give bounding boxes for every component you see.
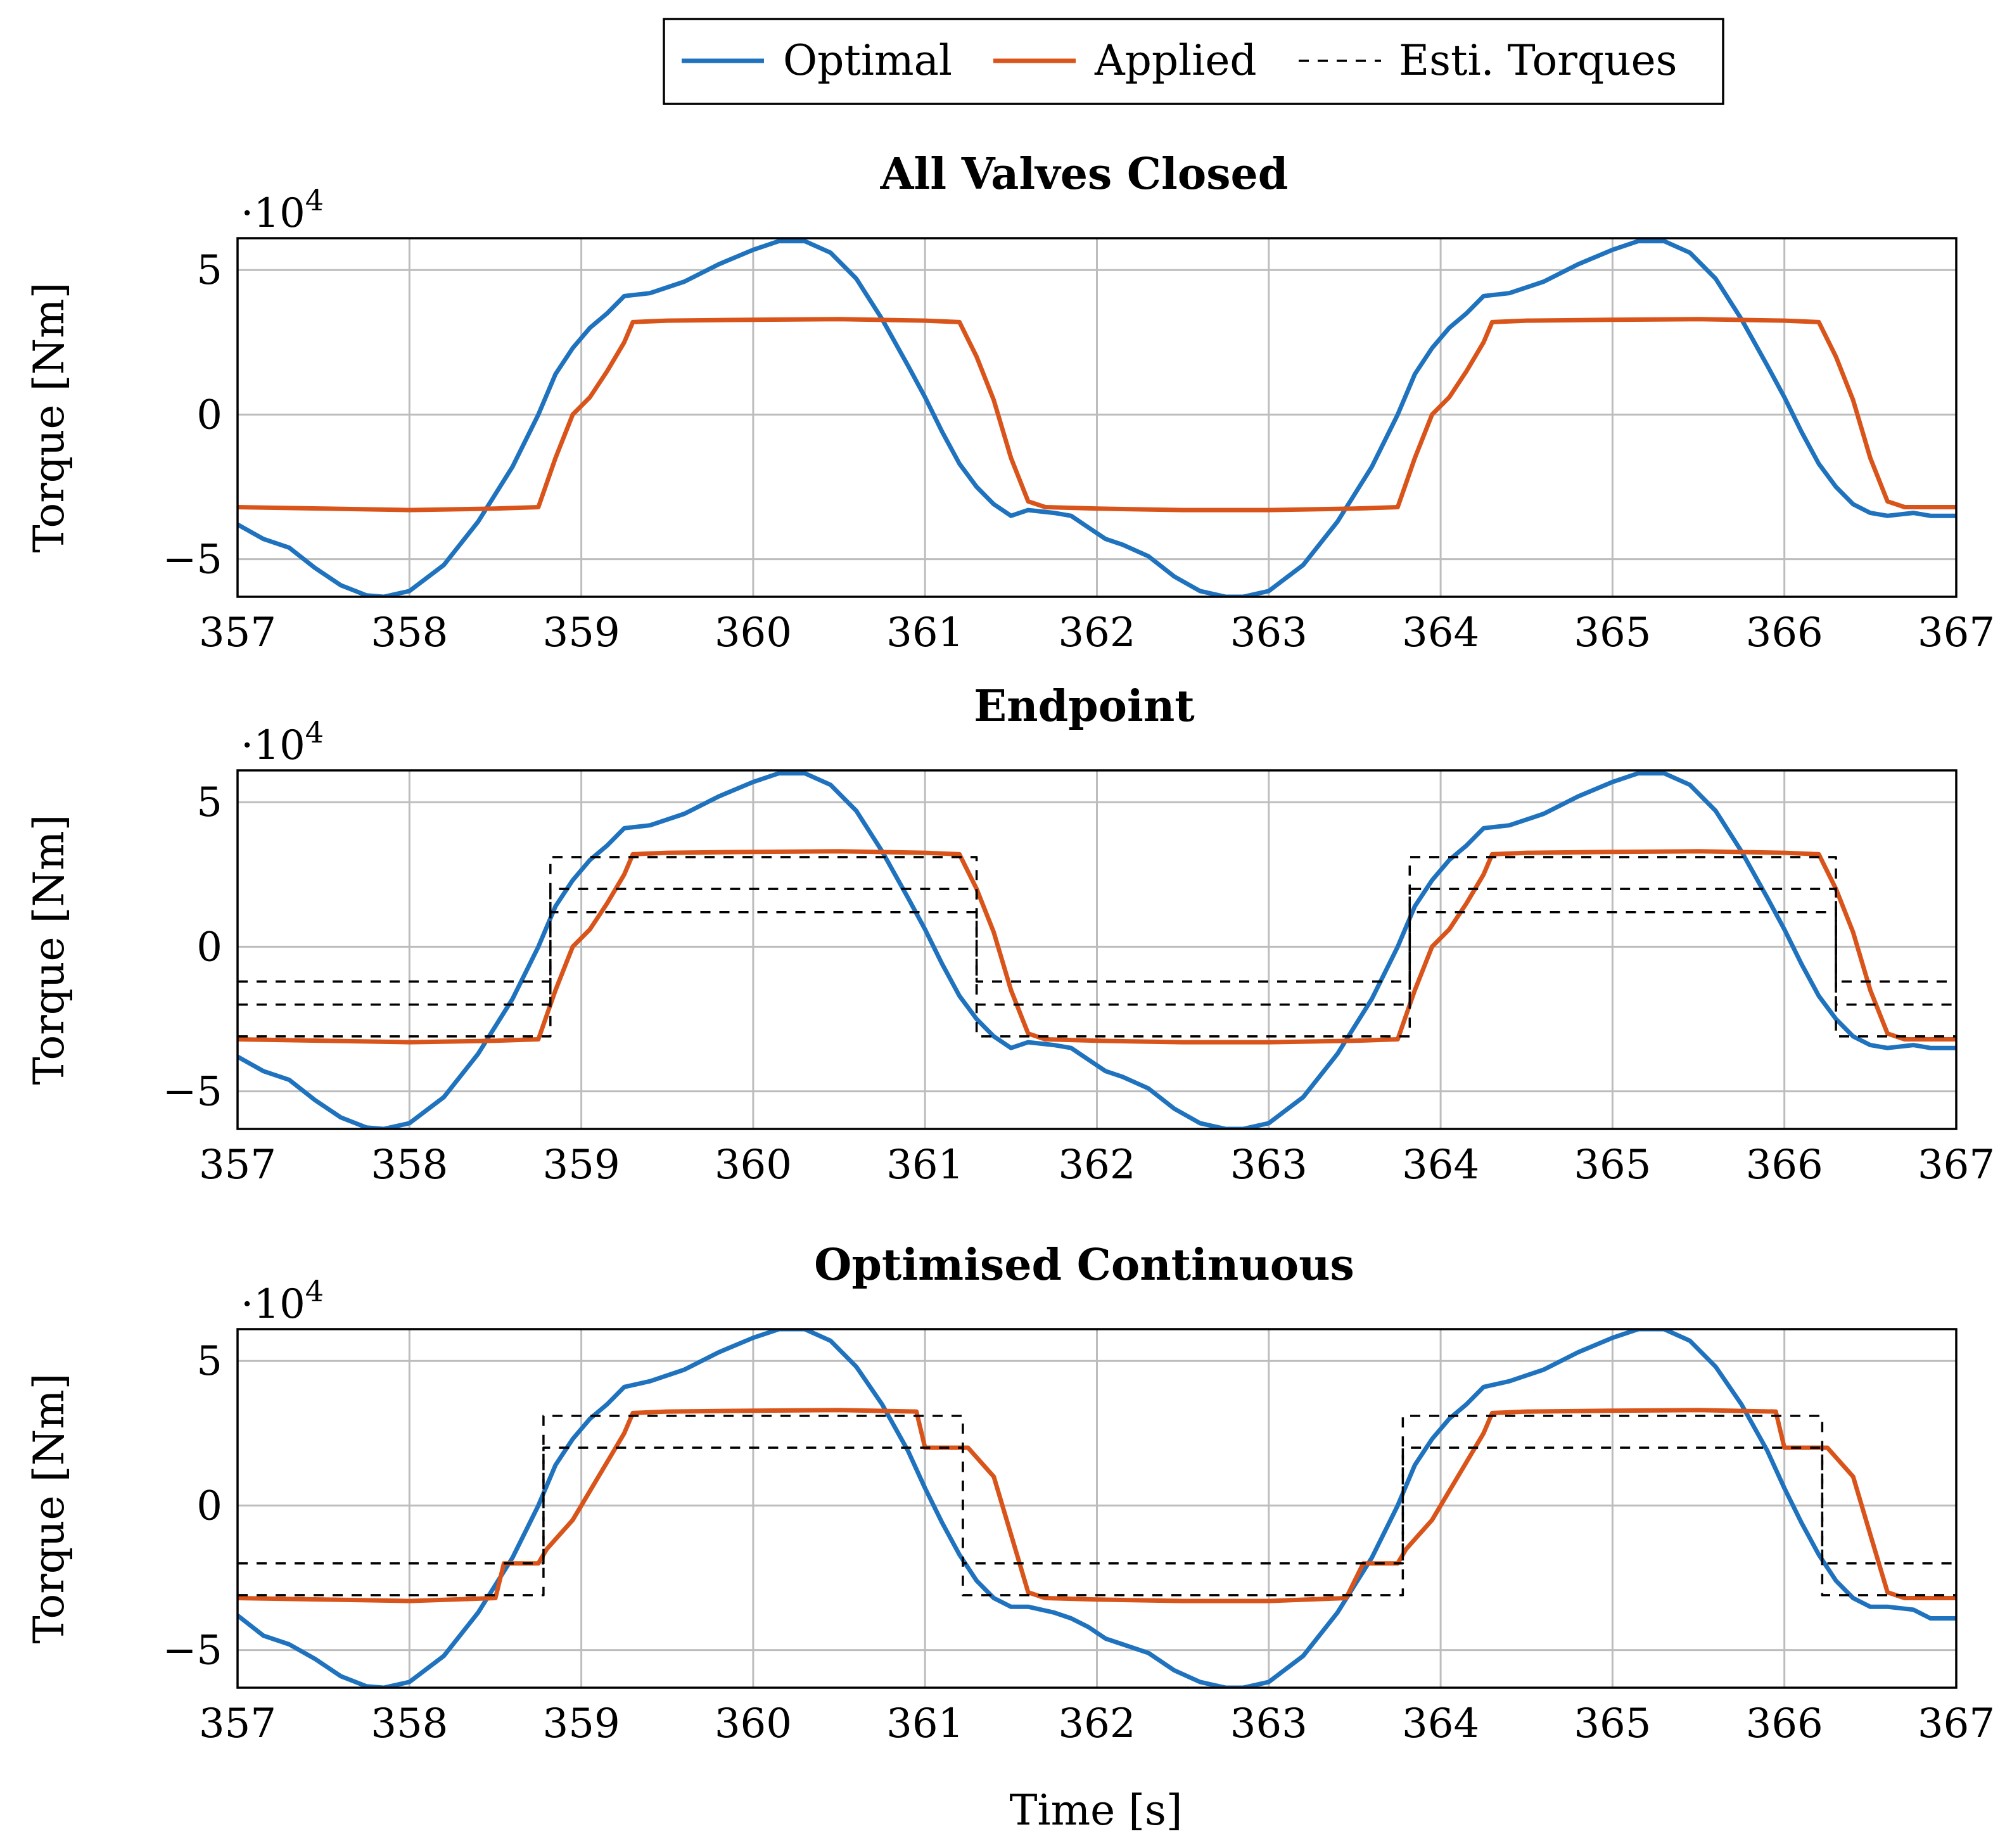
p3-series-optimal bbox=[238, 1329, 1956, 1688]
p1-xtick-365: 365 bbox=[1574, 609, 1651, 656]
p3-xtick-357: 357 bbox=[199, 1700, 276, 1747]
p2-y-multiplier-exp: 4 bbox=[305, 715, 324, 749]
p2-ytick-5: 5 bbox=[196, 779, 222, 826]
panel-endpoint: Endpoint 357 358 359 360 361 362 363 364 365 366 36… bbox=[25, 681, 1995, 1188]
p2-xtick-358: 358 bbox=[371, 1142, 448, 1188]
p1-frame bbox=[236, 237, 1958, 598]
p2-xtick-357: 357 bbox=[199, 1142, 276, 1188]
p2-y-axis-label: Torque [Nm] bbox=[25, 815, 73, 1085]
p3-xtick-363: 363 bbox=[1230, 1700, 1308, 1747]
p1-xtick-364: 364 bbox=[1402, 609, 1479, 656]
p2-xtick-367: 367 bbox=[1918, 1142, 1995, 1188]
p2-xtick-361: 361 bbox=[886, 1142, 964, 1188]
legend-label-esti-torques: Esti. Torques bbox=[1399, 36, 1678, 85]
p1-xtick-357: 357 bbox=[199, 609, 276, 656]
p1-y-multiplier: ·104 bbox=[241, 183, 324, 237]
p1-xtick-366: 366 bbox=[1746, 609, 1823, 656]
p2-xtick-360: 360 bbox=[715, 1142, 792, 1188]
p1-xtick-359: 359 bbox=[543, 609, 620, 656]
p1-y-multiplier-base: ·10 bbox=[241, 190, 305, 237]
p2-series-optimal bbox=[238, 771, 1956, 1129]
p2-xtick-364: 364 bbox=[1402, 1142, 1479, 1188]
p3-xtick-358: 358 bbox=[371, 1700, 448, 1747]
p2-y-multiplier: ·104 bbox=[241, 715, 324, 769]
p1-xtick-358: 358 bbox=[371, 609, 448, 656]
p3-xtick-367: 367 bbox=[1918, 1700, 1995, 1747]
p3-xtick-359: 359 bbox=[543, 1700, 620, 1747]
legend-label-optimal: Optimal bbox=[783, 36, 952, 85]
p3-xtick-361: 361 bbox=[886, 1700, 964, 1747]
p3-y-multiplier-exp: 4 bbox=[305, 1274, 324, 1308]
p1-series-group bbox=[238, 239, 1956, 597]
panel-optimised-continuous: Optimised Continuous 357 358 359 360 361 362 36… bbox=[25, 1240, 1995, 1747]
p3-ytick-0: 0 bbox=[196, 1482, 222, 1529]
p1-xtick-360: 360 bbox=[715, 609, 792, 656]
p3-series-group bbox=[238, 1329, 1956, 1688]
p2-frame bbox=[236, 769, 1958, 1130]
panel-all-valves-closed: All Valves Closed 357 358 359 360 361 362 363 36… bbox=[25, 149, 1995, 656]
p1-y-axis-label: Torque [Nm] bbox=[25, 283, 73, 553]
p2-xtick-362: 362 bbox=[1058, 1142, 1135, 1188]
p1-series-applied bbox=[238, 317, 1956, 513]
p3-ytick--5: −5 bbox=[163, 1628, 222, 1674]
p2-ytick-0: 0 bbox=[196, 924, 222, 971]
legend-label-applied: Applied bbox=[1094, 36, 1257, 85]
p2-xtick-363: 363 bbox=[1230, 1142, 1308, 1188]
p2-xtick-359: 359 bbox=[543, 1142, 620, 1188]
p3-series-esti-torques-level-1 bbox=[238, 1415, 1956, 1596]
p1-xtick-362: 362 bbox=[1058, 609, 1135, 656]
p1-ytick-0: 0 bbox=[196, 392, 222, 438]
p1-title: All Valves Closed bbox=[880, 149, 1289, 200]
p3-ytick-5: 5 bbox=[196, 1338, 222, 1385]
p3-xtick-366: 366 bbox=[1746, 1700, 1823, 1747]
legend-box bbox=[663, 18, 1724, 105]
x-axis-label: Time [s] bbox=[1009, 1786, 1182, 1835]
p2-series-group bbox=[238, 771, 1956, 1129]
p3-y-axis-label: Torque [Nm] bbox=[25, 1373, 73, 1644]
p2-xtick-366: 366 bbox=[1746, 1142, 1823, 1188]
p1-ytick--5: −5 bbox=[163, 537, 222, 583]
p3-xtick-362: 362 bbox=[1058, 1700, 1135, 1747]
p1-xtick-363: 363 bbox=[1230, 609, 1308, 656]
p3-xtick-364: 364 bbox=[1402, 1700, 1479, 1747]
p3-series-applied bbox=[238, 1408, 1956, 1603]
p1-y-multiplier-exp: 4 bbox=[305, 183, 324, 217]
p3-frame bbox=[236, 1328, 1958, 1689]
p2-xtick-365: 365 bbox=[1574, 1142, 1651, 1188]
p2-ytick--5: −5 bbox=[163, 1069, 222, 1116]
legend: Optimal Applied Esti. Torques bbox=[663, 18, 1724, 105]
p3-xtick-365: 365 bbox=[1574, 1700, 1651, 1747]
p3-y-multiplier: ·104 bbox=[241, 1274, 324, 1328]
p3-title: Optimised Continuous bbox=[814, 1240, 1354, 1290]
p2-series-applied bbox=[238, 849, 1956, 1045]
p1-series-optimal bbox=[238, 239, 1956, 597]
p1-ytick-5: 5 bbox=[196, 247, 222, 294]
p2-series-esti-torques-level-3 bbox=[238, 910, 1956, 983]
p1-xtick-361: 361 bbox=[886, 609, 964, 656]
p3-series-esti-torques-level-2 bbox=[238, 1446, 1956, 1565]
p3-xtick-360: 360 bbox=[715, 1700, 792, 1747]
p2-y-multiplier-base: ·10 bbox=[241, 722, 305, 769]
p1-xtick-367: 367 bbox=[1918, 609, 1995, 656]
p2-title: Endpoint bbox=[974, 681, 1195, 732]
p3-y-multiplier-base: ·10 bbox=[241, 1281, 305, 1328]
